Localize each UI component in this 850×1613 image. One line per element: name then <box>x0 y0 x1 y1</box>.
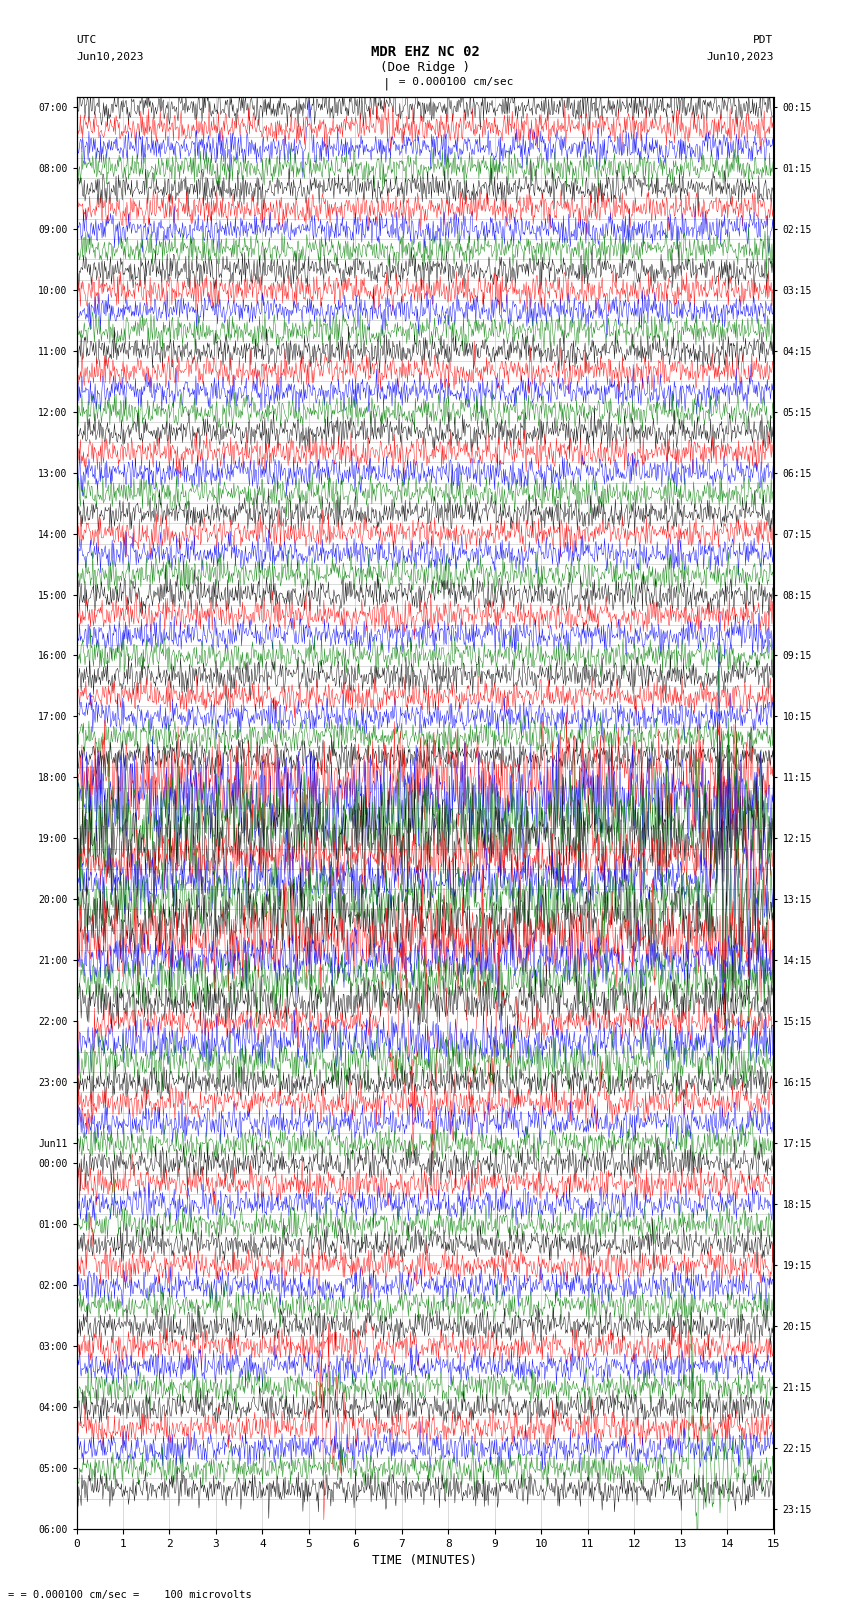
Text: = 0.000100 cm/sec: = 0.000100 cm/sec <box>392 77 513 87</box>
Text: Jun10,2023: Jun10,2023 <box>706 52 774 61</box>
Text: PDT: PDT <box>753 35 774 45</box>
Text: (Doe Ridge ): (Doe Ridge ) <box>380 61 470 74</box>
Text: |: | <box>383 77 390 90</box>
Text: MDR EHZ NC 02: MDR EHZ NC 02 <box>371 45 479 60</box>
Text: = = 0.000100 cm/sec =    100 microvolts: = = 0.000100 cm/sec = 100 microvolts <box>8 1590 252 1600</box>
X-axis label: TIME (MINUTES): TIME (MINUTES) <box>372 1555 478 1568</box>
Text: UTC: UTC <box>76 35 97 45</box>
Text: Jun10,2023: Jun10,2023 <box>76 52 144 61</box>
